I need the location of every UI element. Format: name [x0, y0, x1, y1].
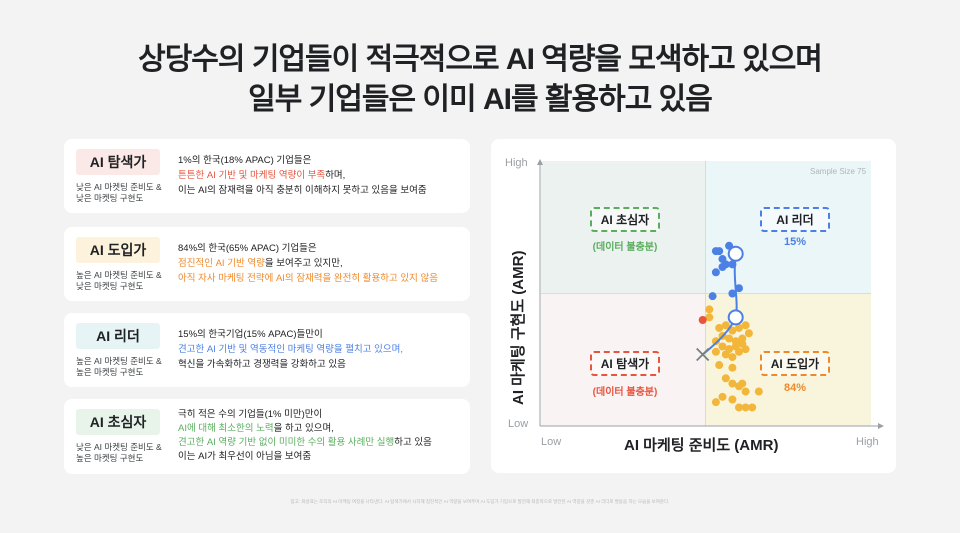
highlight-text: AI에 대해 최소한의 노력	[178, 423, 274, 434]
scatter-plot	[696, 241, 763, 412]
x-axis-high-tick: High	[856, 436, 879, 448]
data-point	[711, 337, 720, 346]
data-point	[718, 342, 727, 351]
footnote: 참고: 화살표는 조직의 AI 마케팅 여정을 나타낸다. AI 탐색가에서 시…	[290, 499, 670, 504]
data-point	[728, 353, 737, 362]
data-point	[741, 345, 750, 354]
data-point	[741, 403, 750, 412]
data-point	[728, 395, 737, 404]
quadrant-note-adopter: 84%	[783, 382, 807, 394]
card-ai-adopter: AI 도입가 높은 AI 마켓팅 준비도 & 낮은 마켓팅 구현도 84%의 한…	[64, 227, 470, 301]
desc-line: 이는 AI의 잠재력을 아직 충분히 이해하지 못하고 있음을 보여줌	[178, 185, 427, 196]
data-point	[728, 363, 737, 372]
data-point	[741, 321, 750, 330]
card-subtitle: 높은 AI 마켓팅 준비도 & 높은 마켓팅 구현도	[76, 356, 162, 377]
data-point	[738, 379, 747, 388]
desc-line: 아직 자사 마케팅 전략에 AI의 잠재력을 완전히 활용하고 있지 않음	[178, 273, 438, 284]
card-subtitle: 낮은 AI 마켓팅 준비도 & 높은 마켓팅 구현도	[76, 442, 162, 463]
data-point	[698, 316, 707, 324]
page-title: 상당수의 기업들이 적극적으로 AI 역량을 모색하고 있으며 일부 기업들은 …	[0, 40, 960, 120]
desc-line: 이는 AI가 최우선이 아님을 보여줌	[178, 451, 312, 462]
card-ai-explorer: AI 탐색가 낮은 AI 마켓팅 준비도 & 낮은 마켓팅 구현도 1%의 한국…	[64, 139, 470, 213]
highlight-text: 점진적인 AI 기반 역량	[178, 258, 265, 269]
data-point	[744, 329, 753, 338]
data-point	[735, 284, 743, 293]
badge-ai-leader: AI 리더	[76, 323, 160, 349]
quadrant-label-explorer: AI 탐색가	[590, 351, 660, 376]
y-axis-low-tick: Low	[508, 418, 529, 430]
desc-line: 15%의 한국기업(15% APAC)들만이	[178, 329, 323, 340]
data-point	[708, 292, 717, 301]
x-axis-label: AI 마케팅 준비도 (AMR)	[624, 437, 779, 454]
data-point	[735, 403, 743, 412]
desc-line: 견고한 AI 기반 및 역동적인 마케팅 역량을 펼치고 있으며,	[178, 344, 404, 355]
data-point	[721, 374, 730, 383]
quadrant-note-beginner: (데이터 불충분)	[592, 242, 658, 253]
title-line-1: 상당수의 기업들이 적극적으로 AI 역량을 모색하고 있으며	[138, 43, 823, 76]
desc-line: 1%의 한국(18% APAC) 기업들은	[178, 155, 312, 166]
desc-text: 하고 있음	[394, 437, 432, 448]
card-subtitle: 높은 AI 마켓팅 준비도 & 낮은 마켓팅 구현도	[76, 270, 162, 291]
title-line-2: 일부 기업들은 이미 AI를 활용하고 있음	[248, 83, 713, 116]
data-point	[721, 350, 730, 359]
card-ai-beginner: AI 초심자 낮은 AI 마켓팅 준비도 & 높은 마켓팅 구현도 극히 적은 …	[64, 399, 470, 474]
data-point	[711, 268, 720, 277]
data-point	[725, 334, 734, 343]
desc-text: 하며,	[325, 170, 346, 181]
journey-start-x-icon	[696, 347, 710, 362]
desc-line: 견고한 AI 역량 기반 없이 미미한 수의 활용 사례만 실행하고 있음	[178, 436, 432, 450]
card-description: 극히 적은 수의 기업들(1% 미만)만이 AI에 대해 최소한의 노력을 하고…	[178, 408, 432, 464]
quadrant-divider-horizontal	[541, 293, 871, 294]
desc-line: 점진적인 AI 기반 역량을 보여주고 있지만,	[178, 256, 438, 271]
desc-line: 극히 적은 수의 기업들(1% 미만)만이	[178, 409, 323, 420]
y-axis-label: AI 마케팅 구현도 (AMR)	[510, 250, 527, 405]
card-description: 15%의 한국기업(15% APAC)들만이 견고한 AI 기반 및 역동적인 …	[178, 327, 403, 372]
card-ai-leader: AI 리더 높은 AI 마켓팅 준비도 & 높은 마켓팅 구현도 15%의 한국…	[64, 313, 470, 387]
journey-waypoint-marker	[727, 309, 744, 326]
quadrant-note-leader: 15%	[783, 236, 807, 248]
data-point	[748, 403, 757, 412]
data-point	[718, 263, 727, 271]
data-point	[711, 247, 720, 256]
desc-text: 을 보여주고 있지만,	[264, 258, 343, 269]
sample-size-label: Sample Size 75	[810, 167, 867, 176]
data-point	[705, 305, 714, 314]
data-point	[741, 387, 750, 396]
desc-line: 혁신을 가속화하고 경쟁력을 강화하고 있음	[178, 359, 346, 370]
data-point	[735, 347, 743, 356]
desc-line: 튼튼한 AI 기반 및 마케팅 역량이 부족하며,	[178, 168, 427, 183]
data-point	[715, 323, 724, 332]
desc-line: AI에 대해 최소한의 노력을 하고 있으며,	[178, 422, 432, 436]
data-point	[718, 255, 727, 264]
y-axis-high-tick: High	[505, 157, 528, 169]
desc-line: 84%의 한국(65% APAC) 기업들은	[178, 243, 317, 254]
data-point	[718, 392, 727, 401]
data-point	[715, 361, 724, 370]
highlight-text: 견고한 AI 역량 기반 없이 미미한 수의 활용 사례만 실행	[178, 437, 395, 448]
card-description: 1%의 한국(18% APAC) 기업들은 튼튼한 AI 기반 및 마케팅 역량…	[178, 153, 427, 198]
data-point	[721, 321, 730, 330]
highlight-text: 튼튼한 AI 기반 및 마케팅 역량이 부족	[178, 170, 326, 181]
desc-text: 을 하고 있으며,	[273, 423, 334, 434]
card-description: 84%의 한국(65% APAC) 기업들은 점진적인 AI 기반 역량을 보여…	[178, 241, 438, 286]
quadrant-label-leader: AI 리더	[760, 207, 830, 232]
quadrant-label-beginner: AI 초심자	[590, 207, 660, 232]
data-point	[754, 387, 763, 396]
data-point	[711, 347, 720, 356]
journey-waypoint-marker	[727, 245, 744, 262]
badge-ai-explorer: AI 탐색가	[76, 149, 160, 175]
badge-ai-adopter: AI 도입가	[76, 237, 160, 263]
chart-axes	[537, 159, 884, 429]
data-point	[728, 379, 737, 388]
data-point	[728, 326, 737, 335]
quadrant-label-adopter: AI 도입가	[760, 351, 830, 376]
quadrant-note-explorer: (데이터 불충분)	[592, 387, 658, 398]
data-point	[711, 398, 720, 407]
card-subtitle: 낮은 AI 마켓팅 준비도 & 낮은 마켓팅 구현도	[76, 182, 162, 203]
badge-ai-beginner: AI 초심자	[76, 409, 160, 435]
data-point	[705, 313, 714, 322]
x-axis-low-tick: Low	[541, 436, 562, 448]
data-point	[735, 323, 743, 332]
data-point	[728, 289, 737, 298]
